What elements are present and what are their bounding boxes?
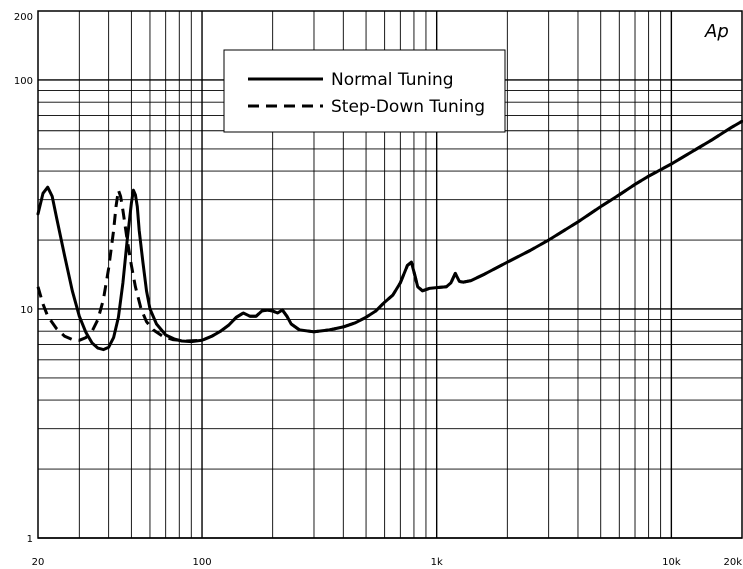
y-tick-label: 100	[14, 76, 33, 87]
legend-label-stepdown: Step-Down Tuning	[331, 97, 485, 117]
x-tick-label: 100	[192, 557, 211, 568]
y-tick-label: 200	[14, 12, 33, 23]
x-tick-label: 20k	[723, 557, 742, 568]
x-tick-label: 10k	[662, 557, 681, 568]
y-tick-label: 10	[20, 305, 33, 316]
x-tick-label: 20	[32, 557, 45, 568]
legend-label-normal: Normal Tuning	[331, 70, 454, 90]
series-lines	[36, 119, 743, 352]
legend: Normal Tuning Step-Down Tuning	[223, 49, 506, 133]
brand-mark: Ap	[704, 21, 729, 42]
x-tick-label: 1k	[431, 557, 443, 568]
legend-box	[223, 49, 506, 133]
y-tick-label: 1	[27, 534, 33, 545]
series-line-normal-tuning	[36, 119, 743, 352]
plot-frame	[37, 10, 743, 539]
tick-labels: 20 100 1k 10k 20k 200 100 10 1	[14, 12, 742, 568]
series-line-step-down-tuning	[36, 120, 743, 343]
